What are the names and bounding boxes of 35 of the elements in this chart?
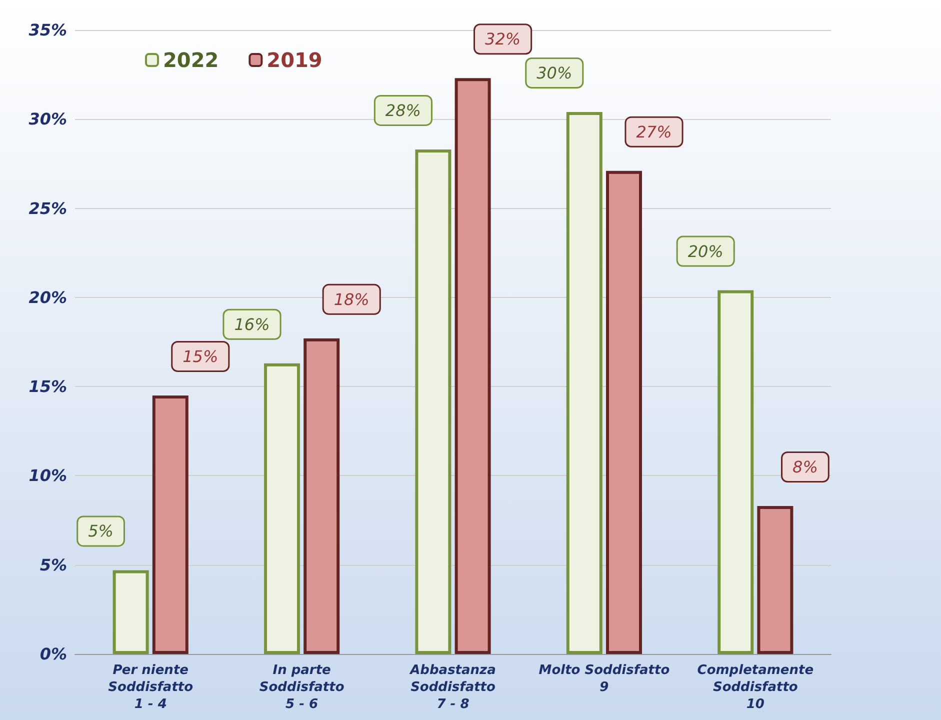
bar bbox=[606, 170, 642, 654]
data-label: 30% bbox=[536, 64, 572, 83]
data-label: 15% bbox=[182, 346, 218, 366]
x-tick-label: In parte Soddisfatto 5 - 6 bbox=[259, 663, 344, 712]
y-tick-label: 0% bbox=[40, 644, 67, 664]
x-tick-label: Per niente Soddisfatto 1 - 4 bbox=[108, 663, 194, 712]
y-tick-label: 20% bbox=[28, 288, 67, 307]
data-label: 5% bbox=[88, 522, 114, 541]
bar bbox=[112, 570, 149, 654]
legend-label: 2022 bbox=[163, 48, 219, 72]
data-label: 16% bbox=[234, 314, 270, 334]
y-tick-label: 25% bbox=[28, 198, 67, 218]
data-label: 27% bbox=[636, 122, 672, 142]
data-label: 32% bbox=[485, 30, 521, 49]
y-tick-label: 10% bbox=[28, 466, 67, 486]
bar bbox=[304, 338, 340, 654]
x-tick-label: Completamente Soddisfatto 10 bbox=[697, 663, 814, 712]
bar bbox=[566, 112, 602, 654]
data-label: 20% bbox=[688, 242, 724, 261]
bar bbox=[757, 506, 794, 654]
data-label: 28% bbox=[385, 100, 421, 120]
x-tick-label: Molto Soddisfatto 9 bbox=[538, 663, 670, 695]
bar bbox=[264, 363, 300, 654]
y-tick-label: 15% bbox=[28, 377, 67, 396]
y-tick-label: 5% bbox=[40, 555, 67, 574]
bar bbox=[718, 290, 754, 654]
bar bbox=[152, 395, 188, 654]
y-tick-label: 30% bbox=[28, 110, 67, 129]
y-tick-label: 35% bbox=[28, 20, 67, 40]
bar bbox=[415, 149, 452, 654]
legend-label: 2019 bbox=[266, 48, 322, 72]
data-label: 8% bbox=[792, 458, 818, 477]
data-label: 18% bbox=[334, 290, 370, 309]
bar bbox=[454, 78, 491, 654]
x-tick-label: Abbastanza Soddisfatto 7 - 8 bbox=[409, 663, 496, 712]
